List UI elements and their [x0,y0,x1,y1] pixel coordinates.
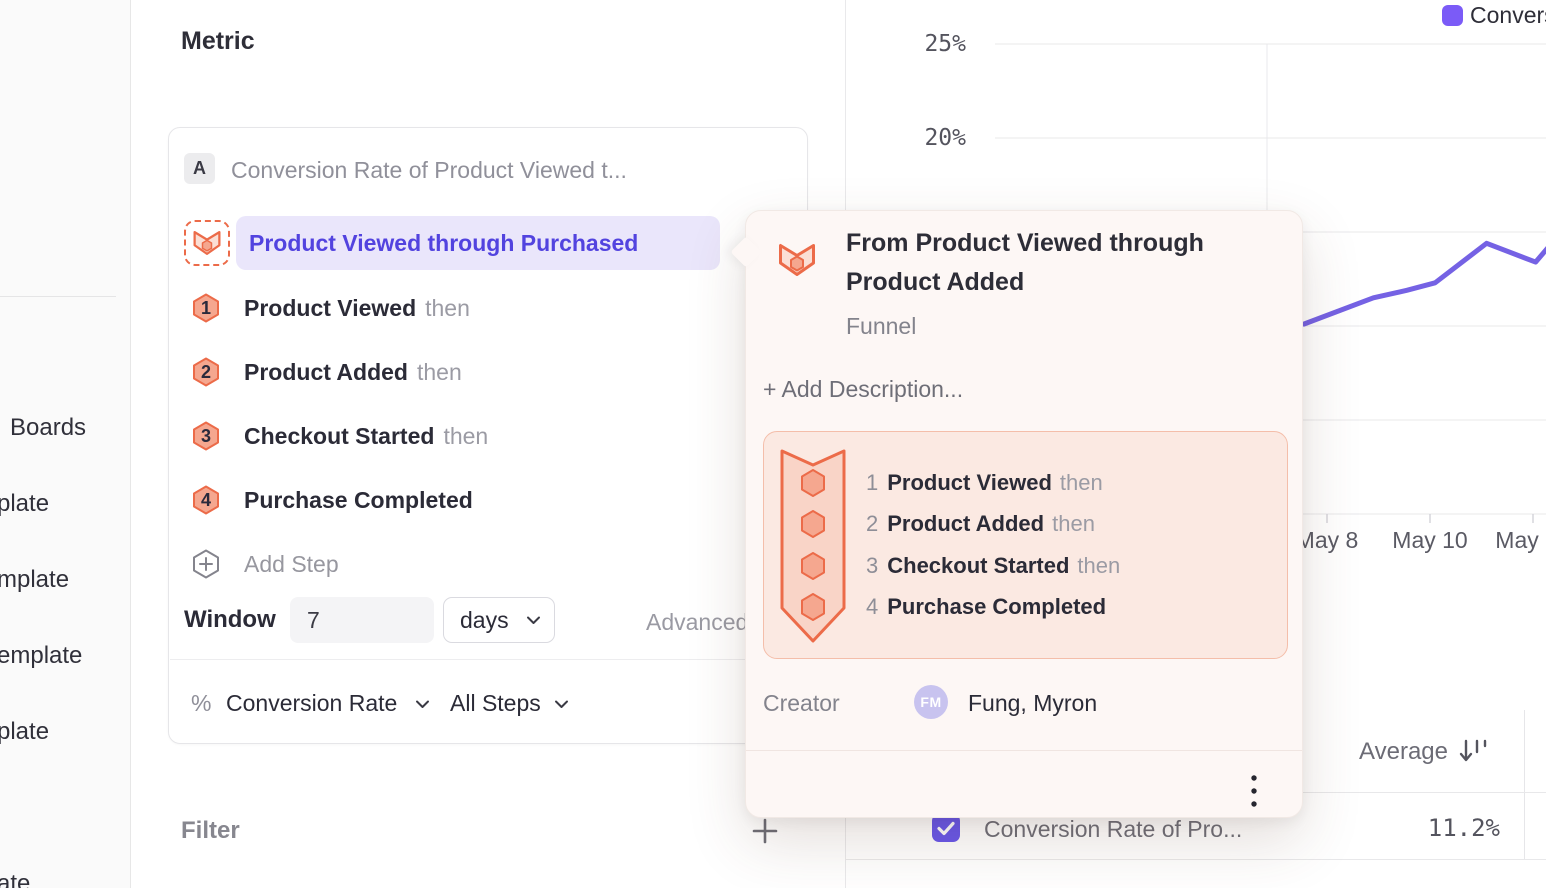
add-description-button[interactable]: + Add Description... [763,376,964,402]
series-line [1301,240,1546,327]
creator-name: Fung, Myron [968,690,1098,716]
funnel-details-popover: From Product Viewed through Product Adde… [730,210,1303,818]
add-step-button[interactable]: Add Step [191,548,339,580]
funnel-event-icon-box[interactable] [184,220,230,266]
funnel-step-row-1[interactable]: 1 Product Viewed then [191,292,470,324]
card-divider [170,659,806,660]
chevron-down-icon[interactable] [554,700,569,709]
sidebar-item-template-4[interactable]: plate [0,718,50,745]
popover-step-1: 1 Product Viewed then [866,470,1103,495]
step-2-suffix: then [416,358,462,385]
sidebar-divider [0,296,116,297]
step-3-suffix: then [443,422,489,449]
funnel-ribbon-icon [780,449,846,643]
more-options-kebab-icon[interactable] [1249,772,1259,810]
x-axis-label: May 10 [1392,527,1468,553]
average-column-header[interactable]: Average [1359,738,1448,765]
window-unit-value: days [460,606,509,633]
sidebar-item-boards[interactable]: Boards [10,414,87,441]
funnel-step-row-3[interactable]: 3 Checkout Started then [191,420,488,452]
legend-swatch [1442,5,1463,26]
funnel-icon [193,231,221,255]
x-axis-label: May 12 [1495,527,1546,553]
window-label: Window [184,606,276,633]
popover-type-label: Funnel [846,313,917,339]
sidebar-item-template-5[interactable]: ate [0,870,31,888]
sidebar-item-template-2[interactable]: mplate [0,566,70,593]
funnel-step-row-2[interactable]: 2 Product Added then [191,356,462,388]
popover-title: From Product Viewed through Product Adde… [846,229,1204,296]
steps-scope-dropdown[interactable]: All Steps [450,690,541,716]
sort-descending-icon[interactable] [1458,736,1492,766]
measure-dropdown[interactable]: Conversion Rate [226,690,398,716]
sidebar-item-template-1[interactable]: plate [0,490,50,517]
add-step-label: Add Step [244,550,339,577]
y-axis-label: 25% [924,31,966,57]
funnel-step-row-4[interactable]: 4 Purchase Completed [191,484,482,516]
step-2-name: Product Added [244,358,408,385]
series-title[interactable]: Conversion Rate of Product Viewed t... [231,157,627,183]
advanced-link[interactable]: Advanced [646,609,749,635]
window-value-input[interactable]: 7 [290,597,434,643]
step-4-name: Purchase Completed [244,486,473,513]
series-a-badge: A [184,153,215,184]
step-3-name: Checkout Started [244,422,435,449]
funnel-steps-preview-box: 1 Product Viewed then 2 Product Added th… [763,431,1288,659]
measure-symbol: % [191,690,212,716]
sidebar-item-template-3[interactable]: emplate [0,642,83,669]
table-column-divider [1524,710,1525,860]
creator-label: Creator [763,690,840,716]
window-unit-select[interactable]: days [443,597,555,643]
chevron-down-icon [527,616,540,624]
add-step-icon [191,548,221,580]
metric-section-heading: Metric [181,27,255,55]
series-row-checkbox[interactable] [932,814,960,842]
step-3-badge: 3 [191,420,221,452]
sidebar: Boards plate mplate emplate plate ate [0,0,131,888]
selected-funnel-event-label: Product Viewed through Purchased [249,229,639,256]
funnel-icon [779,244,815,276]
legend-label: Conversion [1470,2,1546,28]
chevron-down-icon[interactable] [415,700,430,709]
step-1-name: Product Viewed [244,294,417,321]
series-row-label[interactable]: Conversion Rate of Pro... [984,816,1243,842]
x-axis-label: May 8 [1295,527,1359,553]
creator-avatar: FM [914,685,948,719]
popover-footer-divider [746,750,1302,751]
table-row-divider [846,859,1546,860]
step-1-badge: 1 [191,292,221,324]
filter-section-heading: Filter [181,817,240,844]
check-icon [937,821,955,836]
series-average-value: 11.2% [1427,814,1500,842]
step-4-badge: 4 [191,484,221,516]
step-1-suffix: then [425,294,470,321]
y-axis-label: 20% [924,125,966,151]
metric-card: A Conversion Rate of Product Viewed t...… [168,127,808,744]
step-2-badge: 2 [191,356,221,388]
selected-funnel-event[interactable]: Product Viewed through Purchased [236,216,720,270]
popover-step-2: 2 Product Added then [866,511,1095,536]
popover-step-4: 4 Purchase Completed [866,594,1107,619]
chart-legend[interactable]: Conversion [1442,2,1546,29]
popover-step-3: 3 Checkout Started then [866,553,1121,578]
add-filter-button[interactable] [751,817,779,845]
